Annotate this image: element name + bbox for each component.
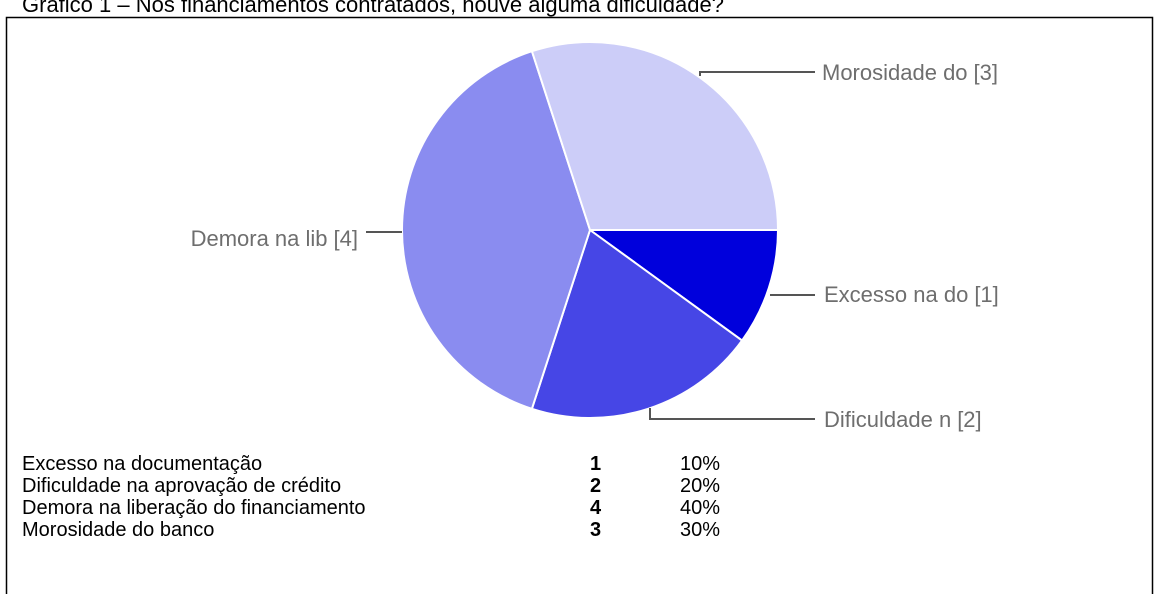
table-percent: 30% xyxy=(680,519,720,541)
slice-label: Morosidade do [3] xyxy=(822,60,998,85)
slice-name: Demora na lib xyxy=(191,226,328,251)
leader-line xyxy=(649,408,815,420)
table-name: Morosidade do banco xyxy=(22,519,214,541)
slice-value: [1] xyxy=(974,282,998,307)
table-count: 2 xyxy=(590,475,601,497)
slice-label: Dificuldade n [2] xyxy=(824,407,982,432)
table-name: Excesso na documentação xyxy=(22,453,262,475)
pie-slice xyxy=(530,228,744,419)
slice-name: Excesso na do xyxy=(824,282,968,307)
slice-label: Demora na lib [4] xyxy=(191,226,358,251)
slice-label: Excesso na do [1] xyxy=(824,282,999,307)
slice-name: Morosidade do xyxy=(822,60,968,85)
pie-slice xyxy=(586,229,780,342)
table-percent: 20% xyxy=(680,475,720,497)
chart-title: Gráfico 1 – Nos financiamentos contratad… xyxy=(22,0,724,17)
table-count: 1 xyxy=(590,453,601,475)
slice-name: Dificuldade n xyxy=(824,407,951,432)
table-count: 3 xyxy=(590,519,601,541)
table-percent: 40% xyxy=(680,497,720,519)
pie-slice xyxy=(530,41,780,231)
table-percent: 10% xyxy=(680,453,720,475)
slice-value: [3] xyxy=(974,60,998,85)
slice-value: [4] xyxy=(334,226,358,251)
slice-value: [2] xyxy=(957,407,981,432)
table-count: 4 xyxy=(590,497,602,519)
table-name: Dificuldade na aprovação de crédito xyxy=(22,475,341,497)
table-name: Demora na liberação do financiamento xyxy=(22,497,366,519)
pie-slice xyxy=(401,49,592,411)
leader-line xyxy=(699,71,815,76)
